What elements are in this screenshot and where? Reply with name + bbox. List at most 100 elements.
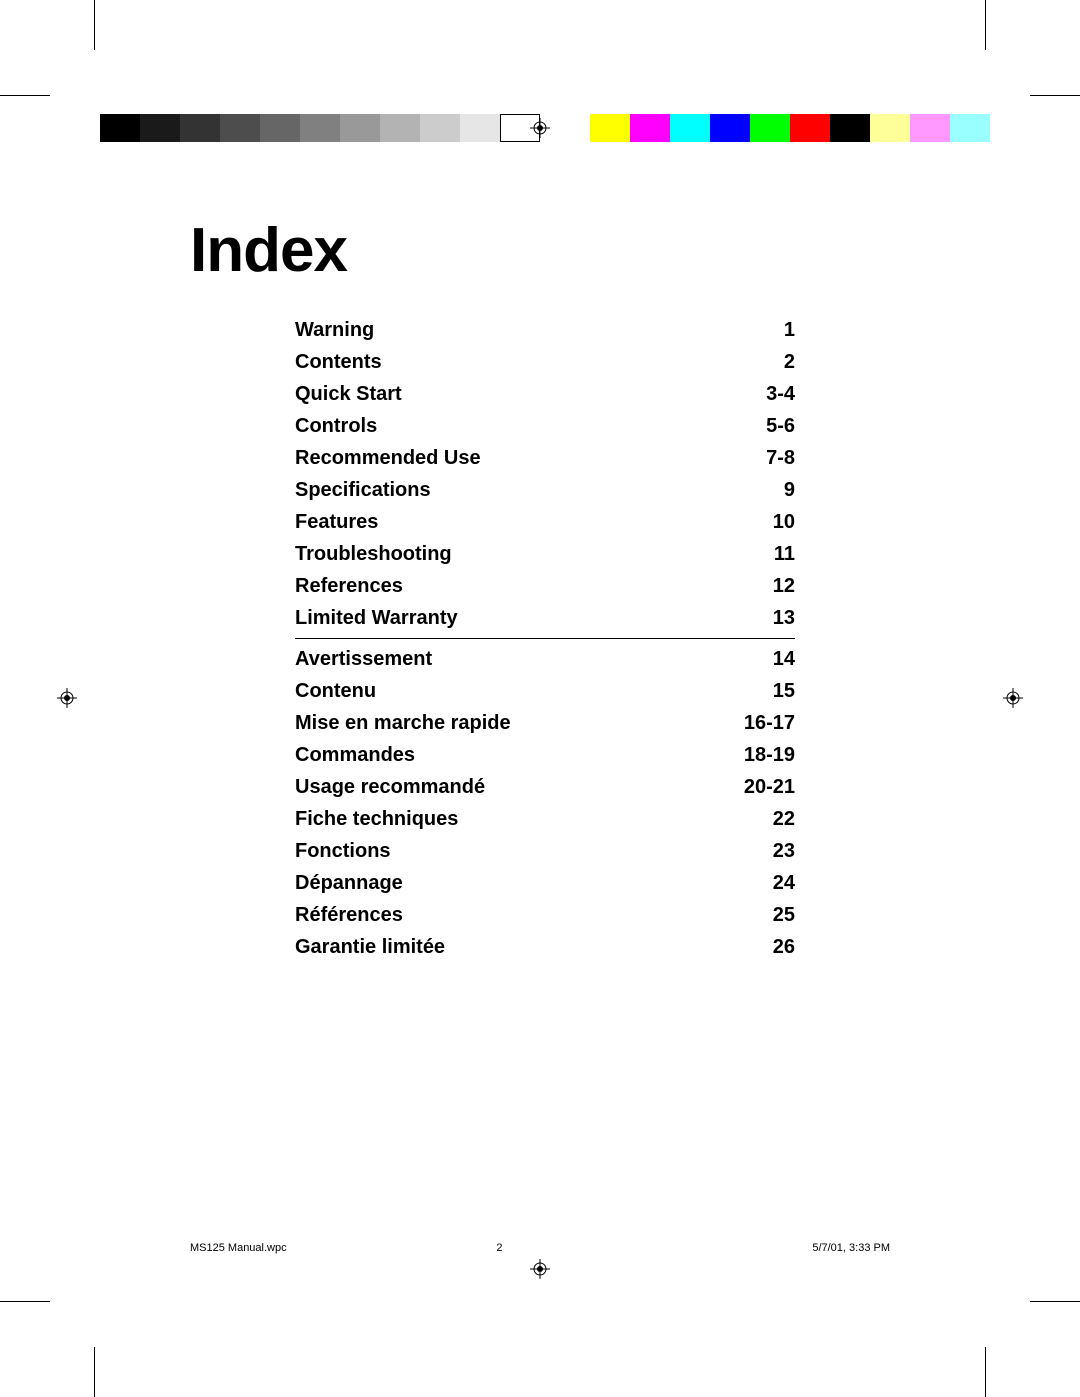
index-entry: Contents 2 [295, 346, 795, 378]
index-entry-label: Fonctions [295, 836, 391, 866]
index-entry-label: Limited Warranty [295, 603, 458, 633]
crop-mark [985, 1347, 986, 1397]
index-entry: Recommended Use 7-8 [295, 442, 795, 474]
index-entry-page: 18-19 [744, 740, 795, 770]
gray-swatch [420, 114, 460, 142]
index-entry-label: References [295, 571, 403, 601]
index-entry: Warning 1 [295, 314, 795, 346]
index-entry: Garantie limitée 26 [295, 931, 795, 963]
index-table: Warning 1 Contents 2 Quick Start 3-4 Controls 5… [295, 314, 795, 963]
index-entry-label: Troubleshooting [295, 539, 452, 569]
index-entry-page: 26 [773, 932, 795, 962]
index-entry-page: 15 [773, 676, 795, 706]
index-entry: Avertissement14 [295, 643, 795, 675]
index-entry: Mise en marche rapide 16-17 [295, 707, 795, 739]
index-entry-label: Contents [295, 347, 382, 377]
grayscale-calibration-strip [100, 114, 540, 142]
color-swatch [710, 114, 750, 142]
index-entry-page: 24 [773, 868, 795, 898]
index-entry-label: Features [295, 507, 378, 537]
index-entry: Quick Start 3-4 [295, 378, 795, 410]
color-swatch [950, 114, 990, 142]
registration-mark-icon [57, 688, 77, 708]
index-entry-page: 1 [784, 315, 795, 345]
index-entry: Limited Warranty 13 [295, 602, 795, 634]
index-entry-page: 16-17 [744, 708, 795, 738]
index-entry-page: 11 [774, 539, 795, 569]
color-swatch [670, 114, 710, 142]
color-swatch [910, 114, 950, 142]
footer-filename: MS125 Manual.wpc [190, 1242, 287, 1254]
index-entry-page: 20-21 [744, 772, 795, 802]
color-swatch [790, 114, 830, 142]
index-entry-page: 7-8 [766, 443, 795, 473]
index-entry-label: Specifications [295, 475, 431, 505]
index-entry-page: 23 [773, 836, 795, 866]
index-entry-page: 12 [773, 571, 795, 601]
index-entry-label: Usage recommandé [295, 772, 485, 802]
crop-mark [1030, 95, 1080, 96]
index-entry-page: 22 [773, 804, 795, 834]
gray-swatch [100, 114, 140, 142]
registration-mark-icon [530, 1259, 550, 1279]
index-entry: Usage recommandé 20-21 [295, 771, 795, 803]
index-entry: Fiche techniques 22 [295, 803, 795, 835]
crop-mark [0, 95, 50, 96]
index-entry: Features 10 [295, 506, 795, 538]
color-swatch [590, 114, 630, 142]
gray-swatch [380, 114, 420, 142]
index-entry-page: 13 [773, 603, 795, 633]
crop-mark [94, 1347, 95, 1397]
gray-swatch [300, 114, 340, 142]
registration-mark-icon [530, 118, 550, 138]
index-entry-label: Controls [295, 411, 377, 441]
index-entry-label: Avertissement [295, 644, 432, 674]
page-footer: MS125 Manual.wpc 2 5/7/01, 3:33 PM [190, 1242, 890, 1254]
index-entry: Specifications 9 [295, 474, 795, 506]
index-entry-page: 5-6 [766, 411, 795, 441]
footer-page-number: 2 [496, 1242, 502, 1254]
index-entry-label: Fiche techniques [295, 804, 458, 834]
index-entry-page: 10 [773, 507, 795, 537]
crop-mark [1030, 1301, 1080, 1302]
index-entry: References 12 [295, 570, 795, 602]
index-entry-label: Références [295, 900, 403, 930]
index-entry-label: Dépannage [295, 868, 403, 898]
crop-mark [94, 0, 95, 50]
index-entry-label: Contenu [295, 676, 376, 706]
index-entry: Références 25 [295, 899, 795, 931]
crop-mark [985, 0, 986, 50]
gray-swatch [260, 114, 300, 142]
color-swatch [870, 114, 910, 142]
section-separator [295, 638, 795, 639]
index-entry-label: Mise en marche rapide [295, 708, 511, 738]
gray-swatch [340, 114, 380, 142]
index-entry-label: Commandes [295, 740, 415, 770]
index-entry-page: 25 [773, 900, 795, 930]
color-calibration-strip [590, 114, 990, 142]
content-area: Index Warning1Contents2Quick Start3-4Con… [190, 215, 890, 963]
crop-mark [0, 1301, 50, 1302]
crop-marks-top [0, 0, 1080, 175]
page-title: Index [190, 215, 890, 286]
index-entry-page: 3-4 [766, 379, 795, 409]
index-entry-label: Recommended Use [295, 443, 481, 473]
index-entry-page: 9 [784, 475, 795, 505]
registration-mark-icon [1003, 688, 1023, 708]
gray-swatch [140, 114, 180, 142]
index-entry-label: Quick Start [295, 379, 402, 409]
gray-swatch [460, 114, 500, 142]
gray-swatch [180, 114, 220, 142]
footer-datetime: 5/7/01, 3:33 PM [812, 1242, 890, 1254]
index-entry: Dépannage 24 [295, 867, 795, 899]
color-swatch [750, 114, 790, 142]
gray-swatch [220, 114, 260, 142]
index-entry: Contenu 15 [295, 675, 795, 707]
index-entry-label: Garantie limitée [295, 932, 445, 962]
index-entry-page: 2 [784, 347, 795, 377]
document-page: Index Warning1Contents2Quick Start3-4Con… [0, 0, 1080, 1397]
index-entry: Commandes 18-19 [295, 739, 795, 771]
index-entry-label: Warning [295, 315, 374, 345]
color-swatch [630, 114, 670, 142]
color-swatch [830, 114, 870, 142]
